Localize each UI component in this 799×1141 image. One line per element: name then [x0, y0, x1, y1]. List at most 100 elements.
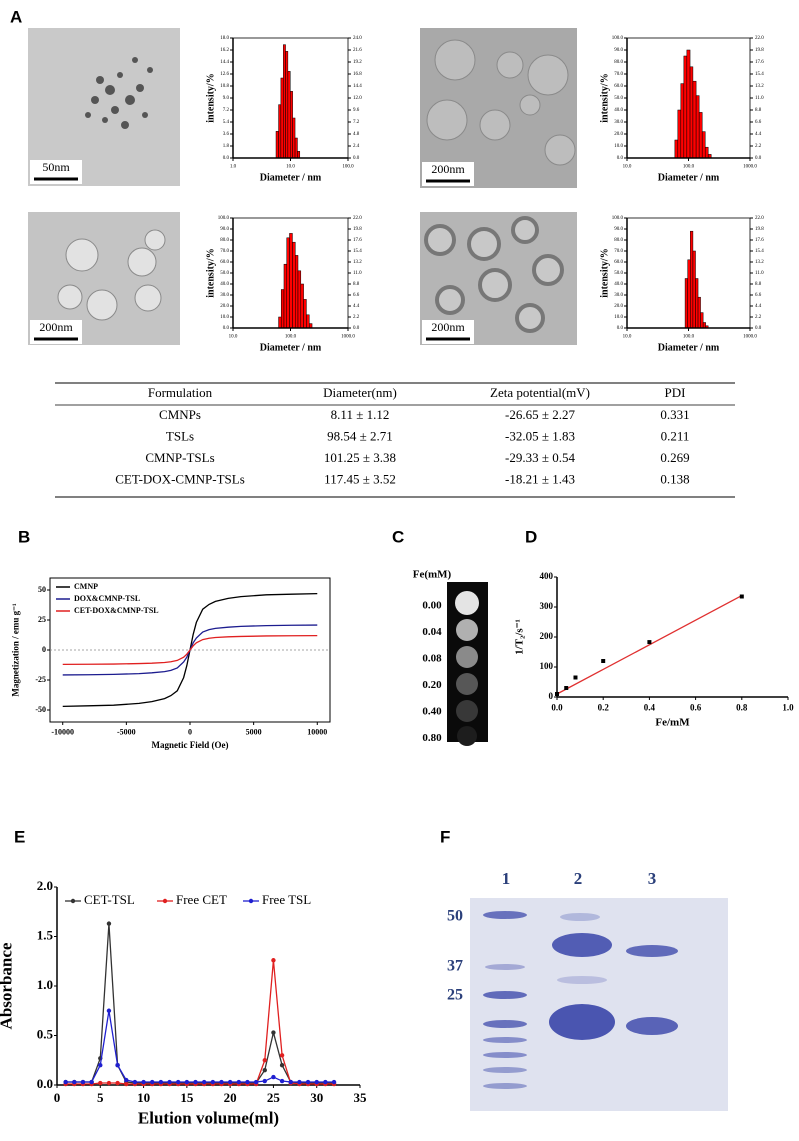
table-cell: TSLs [166, 428, 194, 443]
histogram-bar [697, 296, 701, 329]
y-tick-label: 2.0 [37, 878, 53, 893]
table-cell: 101.25 ± 3.38 [324, 450, 396, 465]
y2-tick-label: 21.6 [353, 48, 362, 53]
y-tick-label: 40.0 [614, 282, 623, 287]
x-tick-label: 0.2 [598, 702, 610, 712]
y-tick-label: 9.0 [223, 96, 230, 101]
y-tick-label: 60.0 [614, 260, 623, 265]
y2-tick-label: 17.6 [755, 60, 764, 65]
data-point [236, 1079, 241, 1085]
histogram-bar [698, 112, 703, 159]
histogram-bar [683, 55, 688, 159]
histogram-bar [295, 255, 299, 329]
y2-tick-label: 11.0 [755, 96, 764, 101]
y-tick-label: 7.2 [223, 108, 230, 113]
x-tick-label: 1000.0 [341, 335, 355, 340]
table-cell: 0.331 [660, 407, 689, 422]
y2-tick-label: 0.0 [755, 156, 762, 161]
data-point [98, 1063, 103, 1068]
data-point [193, 1079, 198, 1085]
x-tick-label: 10.0 [286, 165, 295, 170]
y-tick-label: 16.2 [220, 48, 229, 53]
table-header: Zeta potential(mV) [490, 385, 590, 400]
table-cell: CET-DOX-CMNP-TSLs [115, 471, 245, 486]
x-tick-label: 100.0 [683, 165, 695, 170]
y-axis-title: intensity/% [205, 248, 216, 297]
mri-phantom [447, 582, 488, 746]
x-tick-label: -10000 [51, 727, 74, 736]
legend-marker [70, 898, 76, 904]
data-point [245, 1079, 250, 1085]
histogram-bar [292, 117, 296, 159]
y-tick-label: 80.0 [614, 60, 623, 65]
data-point [63, 1079, 68, 1085]
panel-label: C [392, 527, 404, 546]
concentration-label: 0.20 [422, 679, 442, 691]
y-axis-title: intensity/% [599, 248, 610, 297]
y2-tick-label: 13.2 [755, 260, 764, 265]
histogram-bar [680, 83, 685, 159]
data-point [262, 1058, 267, 1063]
histogram-bar [285, 51, 289, 159]
marker-label: 37 [447, 958, 463, 975]
y-tick-label: 70.0 [614, 249, 623, 254]
y2-tick-label: 14.4 [353, 84, 362, 89]
y2-tick-label: 11.0 [353, 271, 362, 276]
data-point [314, 1079, 319, 1085]
histogram-bar [677, 109, 682, 159]
y-tick-label: 100.0 [612, 36, 624, 41]
y-tick-label: 0 [42, 645, 46, 654]
table-header: PDI [665, 385, 686, 400]
x-tick-label: 100.0 [683, 335, 695, 340]
x-tick-label: 100.0 [285, 335, 297, 340]
table-cell: 117.45 ± 3.52 [324, 471, 396, 486]
data-point [262, 1078, 267, 1084]
y-tick-label: 40.0 [220, 282, 229, 287]
histogram-bar [684, 278, 688, 329]
data-point [132, 1079, 138, 1085]
data-point [271, 1030, 276, 1035]
legend-marker [162, 898, 168, 904]
y-tick-label: 0.0 [223, 326, 230, 331]
legend-label: Free TSL [262, 892, 311, 907]
histogram-bar [690, 230, 694, 329]
x-tick-label: 0.4 [644, 702, 656, 712]
marker-label: 25 [447, 987, 463, 1004]
table-cell: 98.54 ± 2.71 [327, 428, 393, 443]
y-tick-label: 20.0 [614, 304, 623, 309]
histogram-bar [704, 146, 709, 159]
x-tick-label: 10.0 [229, 335, 238, 340]
legend-label: DOX&CMNP-TSL [74, 594, 140, 603]
concentration-label: 0.80 [422, 732, 442, 744]
table-cell: -18.21 ± 1.43 [505, 471, 575, 486]
y-tick-label: 70.0 [614, 72, 623, 77]
lane-label: 2 [574, 869, 583, 888]
histogram-bar [283, 44, 286, 159]
fit-line [556, 595, 743, 695]
y-tick-label: -50 [35, 705, 46, 714]
x-tick-label: 5000 [246, 727, 262, 736]
data-point [279, 1053, 285, 1058]
y-tick-label: 100.0 [218, 216, 230, 221]
histogram-bar [701, 131, 706, 159]
data-point [271, 958, 276, 963]
y2-tick-label: 4.4 [353, 304, 360, 309]
data-point [106, 1080, 112, 1086]
y-tick-label: 0.0 [617, 156, 624, 161]
y-axis-title: intensity/% [599, 73, 610, 122]
y-tick-label: 50.0 [614, 271, 623, 276]
y2-tick-label: 17.6 [353, 238, 362, 243]
y-tick-label: 40.0 [614, 108, 623, 113]
y2-tick-label: 17.6 [755, 238, 764, 243]
table-cell: CMNP-TSLs [145, 450, 214, 465]
y-tick-label: 100.0 [612, 216, 624, 221]
y2-tick-label: 2.4 [353, 144, 360, 149]
y-tick-label: 10.0 [614, 315, 623, 320]
data-point [124, 1081, 129, 1087]
y2-tick-label: 6.6 [353, 293, 360, 298]
y2-tick-label: 0.0 [755, 326, 762, 331]
y2-tick-label: 7.2 [353, 120, 360, 125]
x-tick-label: 0.6 [690, 702, 702, 712]
y2-tick-label: 19.8 [755, 227, 764, 232]
histogram-bar [695, 95, 700, 159]
